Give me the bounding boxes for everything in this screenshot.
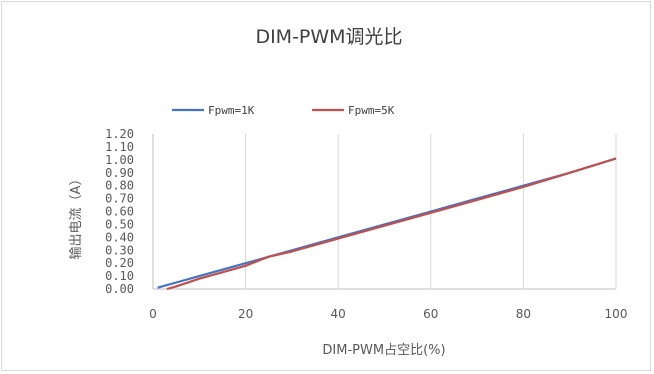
x-tick-label: 20 [238,307,253,321]
axes [152,134,616,290]
y-tick-label: 0.30 [105,243,134,257]
y-tick-label: 0.20 [105,256,134,270]
x-tick-label: 60 [423,307,438,321]
series-line-1 [157,157,617,289]
y-tick-label: 0.00 [105,282,134,296]
y-tick-label: 0.60 [105,205,134,219]
y-tick-label: 0.90 [105,166,134,180]
y-tick-label: 0.50 [105,217,134,231]
x-tick-label: 100 [605,307,628,321]
x-tick-label: 80 [516,307,531,321]
y-tick-label: 0.10 [105,269,134,283]
x-tick-label: 0 [149,307,157,321]
y-tick-label: 0.80 [105,179,134,193]
y-tick-label: 0.70 [105,192,134,206]
legend: Fpwm=1K Fpwm=5K [172,104,395,117]
x-axis-label: DIM-PWM占空比(%) [322,343,445,358]
y-tick-labels: 0.000.100.200.300.400.500.600.700.800.90… [105,127,134,296]
series-lines [157,157,617,291]
y-tick-label: 1.10 [105,140,134,154]
chart-title: DIM-PWM调光比 [255,26,402,48]
series-line-2 [166,157,617,291]
y-tick-label: 0.40 [105,230,134,244]
y-tick-label: 1.00 [105,153,134,167]
legend-label-2: Fpwm=5K [348,104,395,117]
x-tick-labels: 0 20 40 60 80 100 [149,307,627,321]
y-tick-label: 1.20 [105,127,134,141]
x-tick-label: 40 [331,307,346,321]
legend-label-1: Fpwm=1K [208,104,255,117]
y-axis-label: 输出电流（A） [68,173,84,260]
